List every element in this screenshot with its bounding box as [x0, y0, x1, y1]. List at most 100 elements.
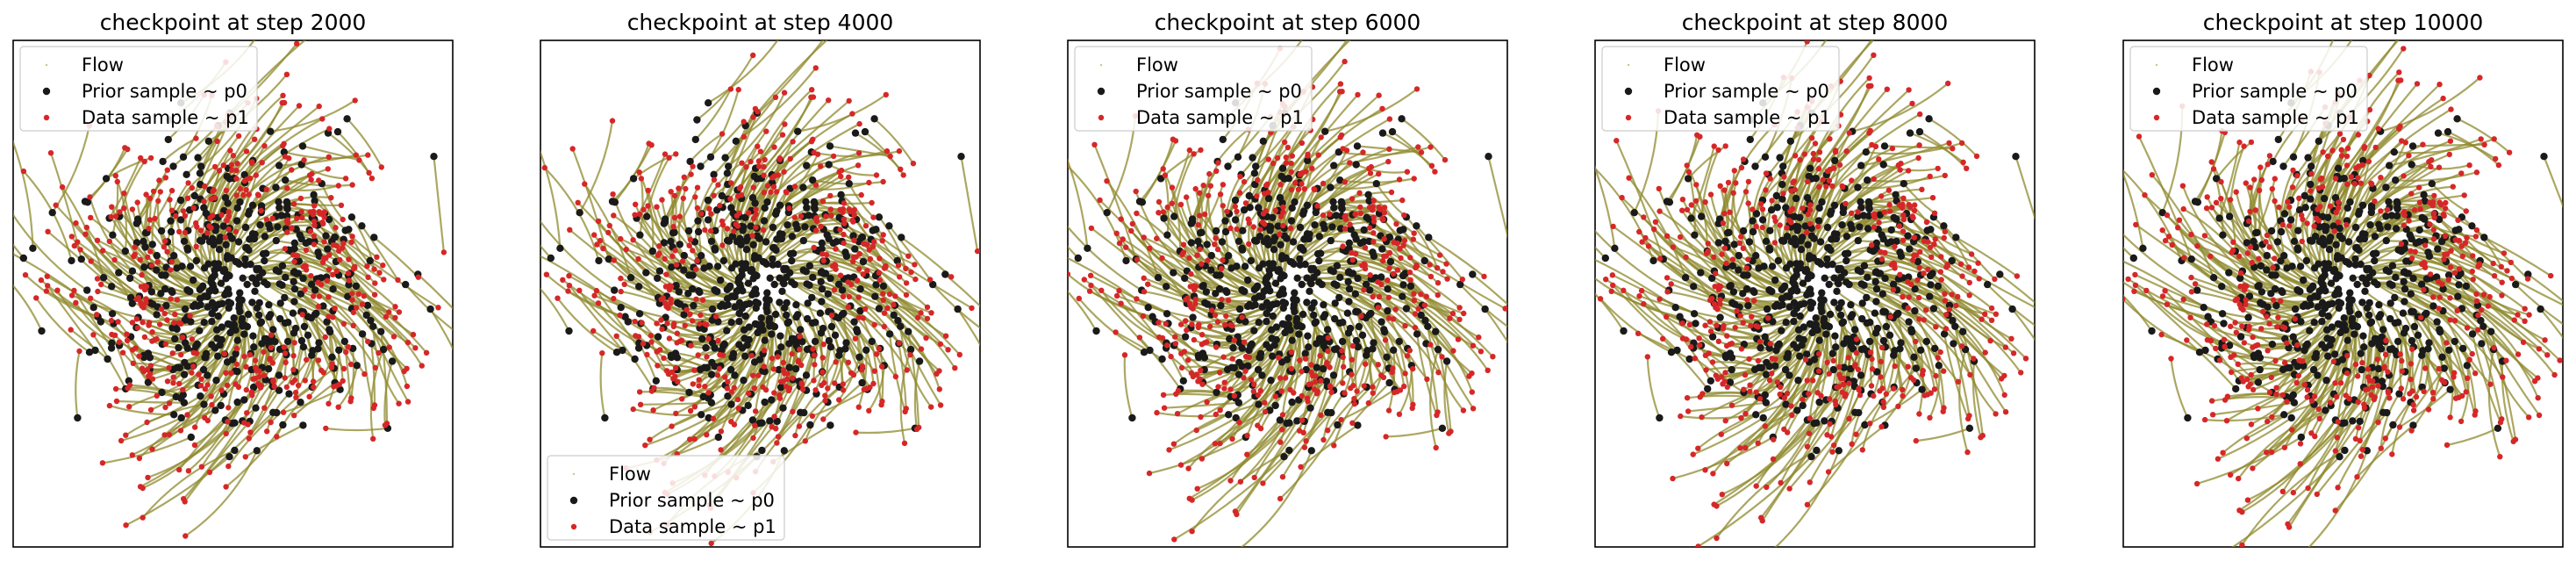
data-point: [771, 390, 777, 396]
prior-point: [1315, 256, 1323, 265]
data-point: [880, 232, 886, 238]
prior-point: [262, 334, 270, 343]
flow-line: [1786, 137, 1814, 214]
prior-point: [426, 305, 434, 313]
prior-point: [1170, 212, 1178, 220]
prior-point: [1250, 285, 1259, 293]
flow-line: [25, 274, 98, 318]
data-point: [404, 399, 411, 405]
data-point: [271, 384, 277, 390]
data-point: [820, 416, 826, 422]
prior-point: [824, 290, 832, 298]
prior-point: [335, 346, 343, 354]
data-point: [302, 378, 308, 384]
flow-line: [894, 304, 956, 369]
legend-box: [547, 455, 785, 541]
data-point: [1301, 186, 1308, 192]
flow-line: [1672, 246, 1754, 292]
data-point: [1435, 291, 1442, 298]
prior-point: [253, 264, 261, 273]
data-point: [1435, 370, 1442, 376]
data-point: [856, 266, 862, 272]
data-point: [855, 162, 862, 169]
flow-line: [75, 350, 81, 419]
flow-line: [1712, 409, 1798, 475]
prior-point: [285, 390, 293, 398]
prior-point: [1333, 262, 1342, 270]
data-point: [719, 222, 726, 228]
data-point: [129, 320, 136, 326]
data-point: [1446, 430, 1452, 436]
data-point: [660, 295, 666, 301]
data-point: [1339, 348, 1345, 354]
prior-point: [601, 414, 609, 422]
prior-point: [745, 335, 753, 344]
prior-point: [1292, 318, 1300, 326]
prior-point: [282, 176, 290, 184]
prior-point: [706, 153, 715, 161]
data-point: [644, 351, 650, 358]
data-point: [240, 191, 247, 198]
flow-line: [811, 150, 900, 158]
data-point: [565, 288, 571, 294]
flow-line: [632, 239, 690, 294]
data-point: [1320, 180, 1327, 187]
data-point: [345, 270, 352, 277]
data-point: [311, 222, 318, 228]
data-point: [823, 213, 829, 219]
data-point: [419, 363, 425, 369]
data-point: [1386, 146, 1392, 152]
flow-line: [351, 307, 405, 372]
prior-point: [811, 199, 819, 208]
flow-line: [1157, 321, 1204, 355]
prior-point: [894, 316, 902, 325]
prior-point: [1356, 239, 1364, 248]
data-point: [1251, 381, 1257, 388]
data-point: [780, 367, 787, 373]
prior-point: [643, 212, 651, 220]
data-point: [345, 344, 352, 350]
prior-point: [605, 255, 612, 263]
prior-point: [1187, 219, 1196, 227]
data-point: [1265, 156, 1272, 162]
prior-point: [1256, 292, 1263, 300]
prior-point: [1221, 217, 1229, 225]
flow-line: [245, 424, 304, 458]
prior-point: [1160, 214, 1168, 222]
data-point: [1257, 425, 1264, 432]
data-point: [706, 205, 712, 212]
prior-point: [871, 292, 879, 300]
prior-point: [1268, 262, 1276, 270]
flow-line: [1185, 197, 1213, 256]
data-point: [139, 271, 145, 278]
data-point: [336, 248, 342, 254]
data-point: [668, 296, 674, 302]
data-point: [879, 238, 885, 244]
flow-line: [283, 388, 341, 414]
data-point: [640, 341, 647, 347]
flow-line: [540, 244, 552, 259]
data-point: [71, 242, 78, 249]
data-point: [873, 172, 880, 178]
prior-point: [840, 309, 848, 318]
data-point: [161, 244, 168, 250]
prior-point: [1248, 340, 1256, 349]
data-point: [247, 352, 254, 358]
prior-point: [236, 198, 244, 206]
data-point: [223, 187, 230, 194]
data-point: [719, 242, 726, 248]
data-point: [855, 314, 862, 320]
data-point: [1169, 200, 1176, 206]
prior-point: [660, 219, 668, 227]
flow-line: [1385, 241, 1449, 280]
data-point: [404, 339, 411, 346]
data-point: [819, 251, 826, 257]
data-point: [192, 424, 198, 430]
data-point: [675, 378, 681, 385]
prior-point: [1296, 261, 1305, 269]
flow-line: [646, 157, 670, 217]
prior-point: [1353, 142, 1362, 150]
data-point: [311, 293, 317, 299]
data-point: [330, 314, 336, 320]
data-point: [147, 406, 154, 413]
